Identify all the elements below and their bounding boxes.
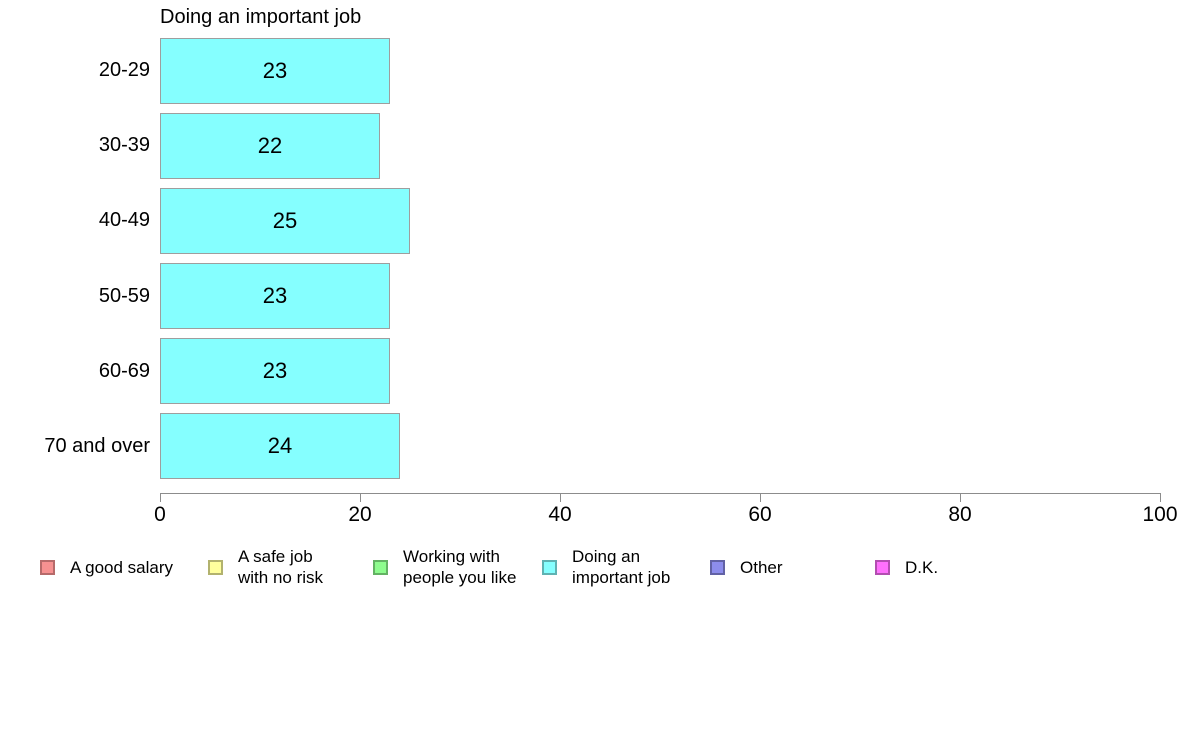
category-label: 30-39 [98, 134, 150, 157]
x-axis-tick [1160, 493, 1161, 502]
bar: 23 [160, 263, 390, 330]
legend-item-label: Other [740, 557, 783, 577]
x-axis-tick-label: 20 [348, 503, 372, 526]
legend-item: Doing an important job [542, 544, 670, 590]
bar-value-label: 24 [267, 433, 293, 459]
bar-row: 50-59 23 [0, 259, 1188, 334]
x-axis-tick-label: 0 [154, 503, 166, 526]
category-label: 20-29 [98, 59, 150, 82]
bar-value-label: 22 [257, 132, 283, 158]
bar-row: 40-49 25 [0, 183, 1188, 258]
legend-item-label: A good salary [70, 557, 174, 577]
legend-item: D.K. [875, 544, 938, 590]
category-label: 60-69 [98, 359, 150, 382]
legend-key-swatch [710, 559, 725, 575]
legend-item-label: A safe job with no risk [238, 547, 324, 587]
x-axis-tick-label: 60 [748, 503, 772, 526]
chart-title: Doing an important job [160, 6, 362, 28]
legend-key-swatch [40, 559, 55, 575]
bar: 23 [160, 37, 390, 104]
x-axis-tick [360, 493, 361, 502]
x-axis-tick-label: 80 [948, 503, 972, 526]
legend-key-swatch [208, 559, 223, 575]
legend-item-label: Doing an important job [572, 547, 671, 587]
bar-row: 70 and over 24 [0, 409, 1188, 484]
x-axis-tick [960, 493, 961, 502]
bar-value-label: 23 [262, 57, 288, 83]
legend-key-swatch [542, 559, 557, 575]
category-label: 40-49 [98, 209, 150, 232]
legend-item-label: Working with people you like [403, 547, 517, 587]
x-axis-line [160, 493, 1161, 494]
legend-item-label: D.K. [905, 557, 939, 577]
x-axis-tick [560, 493, 561, 502]
bar: 25 [160, 187, 410, 254]
bar-row: 30-39 22 [0, 108, 1188, 183]
x-axis-tick-label: 100 [1142, 503, 1178, 526]
plot-area: 20-29 23 30-39 22 40-49 25 50-59 23 60-69 23 70 an… [0, 33, 1188, 484]
legend-item: A good salary [40, 544, 173, 590]
bar-value-label: 23 [262, 283, 288, 309]
legend-key-swatch [373, 559, 388, 575]
bar: 24 [160, 413, 400, 480]
x-axis-tick [160, 493, 161, 502]
category-label: 70 and over [44, 434, 150, 457]
legend-item: A safe job with no risk [208, 544, 323, 590]
bar: 23 [160, 338, 390, 405]
x-axis-tick [760, 493, 761, 502]
bar-row: 60-69 23 [0, 334, 1188, 409]
category-label: 50-59 [98, 284, 150, 307]
legend-key-swatch [875, 559, 890, 575]
bar: 22 [160, 112, 380, 179]
bar-value-label: 25 [272, 207, 298, 233]
bar-value-label: 23 [262, 358, 288, 384]
bar-row: 20-29 23 [0, 33, 1188, 108]
x-axis-tick-label: 40 [548, 503, 572, 526]
legend-item: Other [710, 544, 783, 590]
legend-item: Working with people you like [373, 544, 516, 590]
